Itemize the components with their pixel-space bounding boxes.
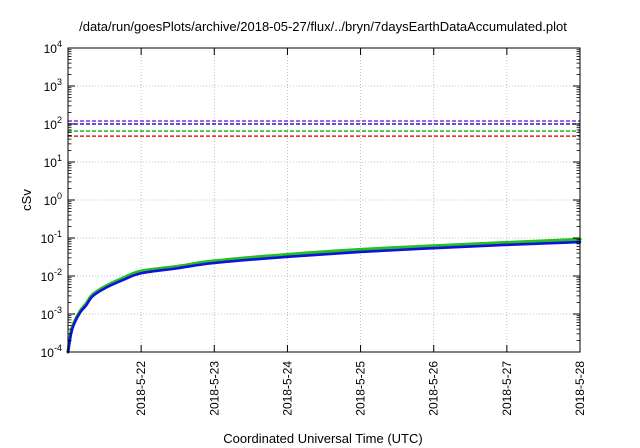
y-tick-label-exponent: 3 <box>57 77 62 87</box>
x-tick-label: 2018-5-23 <box>207 361 221 416</box>
x-tick-label: 2018-5-24 <box>280 361 294 416</box>
y-tick-label-base: 10 <box>44 80 58 94</box>
grid <box>68 48 580 352</box>
y-tick-label-exponent: -3 <box>54 305 62 315</box>
x-tick-label: 2018-5-28 <box>573 361 587 416</box>
x-tick-label: 2018-5-22 <box>134 361 148 416</box>
series-line <box>66 240 582 354</box>
y-tick-label: 103 <box>44 77 62 94</box>
reference-lines <box>68 120 580 137</box>
y-tick-label-base: 10 <box>41 308 55 322</box>
series-line <box>66 237 582 354</box>
chart-title: /data/run/goesPlots/archive/2018-05-27/f… <box>79 19 567 34</box>
y-tick-label-exponent: 4 <box>57 39 62 49</box>
y-tick-label: 10-1 <box>41 229 62 246</box>
y-tick-label-exponent: -1 <box>54 229 62 239</box>
y-tick-label: 104 <box>44 39 62 56</box>
y-tick-label-base: 10 <box>44 118 58 132</box>
y-tick-label-exponent: 2 <box>57 115 62 125</box>
y-tick-label-base: 10 <box>41 346 55 360</box>
y-tick-label: 101 <box>44 153 62 170</box>
y-tick-label: 100 <box>44 191 62 208</box>
y-tick-label: 10-3 <box>41 305 62 322</box>
x-axis: 2018-5-22 2018-5-23 2018-5-24 2018-5-25 2018… <box>134 48 587 416</box>
y-tick-label-base: 10 <box>41 270 55 284</box>
y-tick-label: 102 <box>44 115 62 132</box>
y-axis-label: cSv <box>19 189 34 211</box>
x-axis-label: Coordinated Universal Time (UTC) <box>223 431 422 446</box>
y-tick-label-exponent: 1 <box>57 153 62 163</box>
y-tick-label-base: 10 <box>44 194 58 208</box>
y-tick-label-exponent: 0 <box>57 191 62 201</box>
x-tick-label: 2018-5-27 <box>500 361 514 416</box>
y-tick-label-base: 10 <box>41 232 55 246</box>
y-tick-label-exponent: -4 <box>54 343 62 353</box>
x-tick-label: 2018-5-25 <box>354 361 368 416</box>
y-tick-label: 10-4 <box>41 343 62 360</box>
y-tick-label-base: 10 <box>44 156 58 170</box>
y-tick-label: 10-2 <box>41 267 62 284</box>
x-tick-label: 2018-5-26 <box>427 361 441 416</box>
series-lines <box>66 237 582 354</box>
y-tick-label-base: 10 <box>44 42 58 56</box>
y-tick-label-exponent: -2 <box>54 267 62 277</box>
